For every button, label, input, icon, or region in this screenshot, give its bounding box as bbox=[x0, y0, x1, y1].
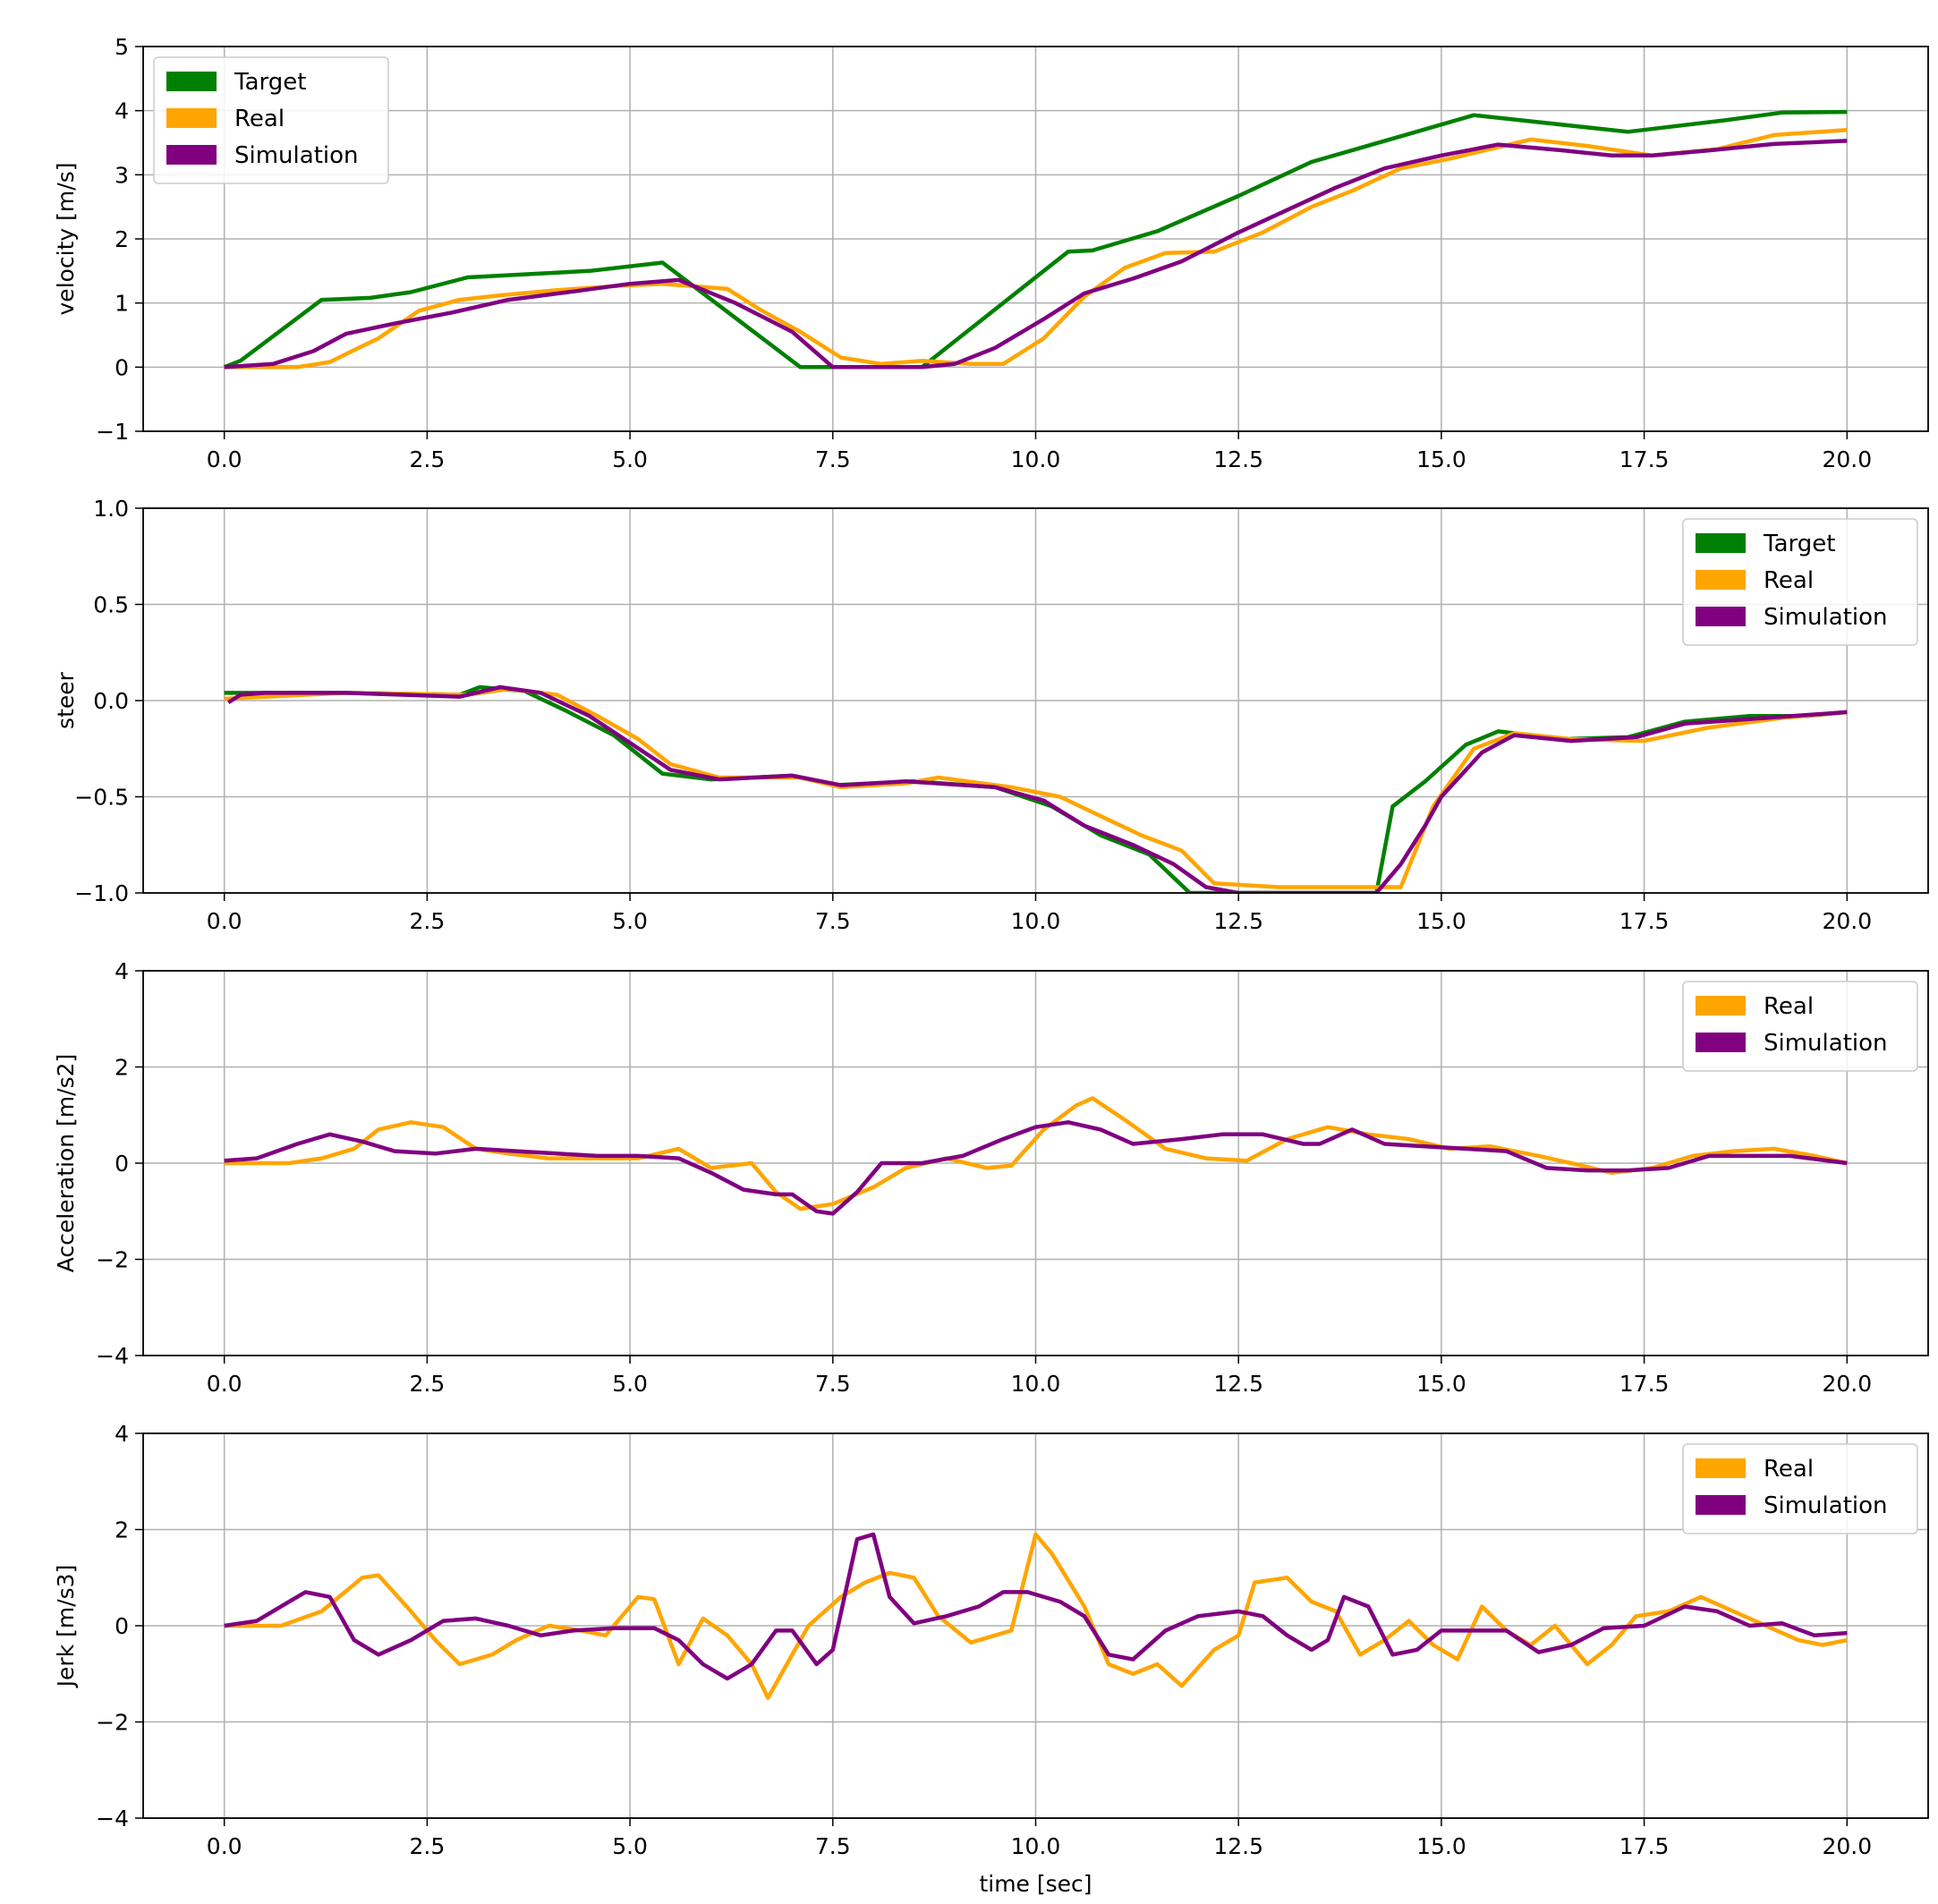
legend-swatch-real bbox=[166, 108, 217, 128]
x-tick-label: 20.0 bbox=[1822, 446, 1872, 472]
series-line-target bbox=[223, 109, 1848, 370]
legend-swatch-real bbox=[1696, 1458, 1746, 1478]
x-tick-label: 20.0 bbox=[1822, 1833, 1872, 1859]
x-tick-label: 15.0 bbox=[1416, 1833, 1466, 1859]
x-tick-label: 15.0 bbox=[1416, 1371, 1466, 1397]
y-tick-label: 0.0 bbox=[93, 688, 129, 714]
y-tick-label: 0 bbox=[115, 354, 129, 380]
legend-swatch-real bbox=[1696, 570, 1746, 590]
y-tick-label: 3 bbox=[115, 162, 129, 188]
x-tick-label: 5.0 bbox=[612, 908, 648, 934]
legend-label-real: Real bbox=[1764, 1456, 1814, 1483]
x-tick-label: 0.0 bbox=[207, 908, 242, 934]
y-tick-label: 0 bbox=[115, 1151, 129, 1177]
legend-label-real: Real bbox=[234, 106, 285, 132]
series-line-simulation bbox=[224, 139, 1848, 370]
x-tick-label: 10.0 bbox=[1011, 908, 1061, 934]
y-tick-label: −0.5 bbox=[74, 785, 129, 811]
x-axis-label: time [sec] bbox=[979, 1871, 1092, 1897]
series-line-simulation bbox=[224, 1120, 1848, 1216]
x-tick-label: 7.5 bbox=[815, 908, 851, 934]
x-tick-label: 7.5 bbox=[815, 446, 851, 472]
y-axis-label: Acceleration [m/s2] bbox=[53, 1054, 79, 1273]
legend-swatch-simulation bbox=[166, 145, 217, 165]
subplot-3: 0.0 2.5 5.0 7.5 10.0 12.5 15.0 17.5 20.0 4 2 0 −2 −4 A… bbox=[53, 958, 1929, 1397]
legend-swatch-target bbox=[166, 72, 217, 91]
legend-label-real: Real bbox=[1764, 993, 1814, 1020]
y-tick-label: 2 bbox=[115, 1055, 129, 1081]
y-tick-label: 0 bbox=[115, 1613, 129, 1639]
y-tick-label: 1 bbox=[115, 291, 129, 317]
legend-swatch-simulation bbox=[1696, 1033, 1746, 1052]
legend-label-simulation: Simulation bbox=[1764, 1030, 1888, 1057]
x-tick-label: 7.5 bbox=[815, 1833, 851, 1859]
y-axis-label: steer bbox=[53, 671, 79, 729]
x-tick-label: 17.5 bbox=[1619, 446, 1670, 472]
legend: Target Real Simulation bbox=[153, 56, 389, 184]
legend-swatch-simulation bbox=[1696, 607, 1746, 626]
y-axis-label: Jerk [m/s3] bbox=[53, 1565, 79, 1689]
y-tick-label: 4 bbox=[115, 98, 129, 124]
x-tick-label: 7.5 bbox=[815, 1371, 851, 1397]
y-tick-label: −4 bbox=[96, 1343, 129, 1369]
x-tick-label: 20.0 bbox=[1822, 908, 1872, 934]
y-tick-label: 0.5 bbox=[93, 592, 129, 618]
series-line-simulation bbox=[226, 684, 1848, 893]
y-tick-label: −2 bbox=[96, 1247, 129, 1273]
y-tick-label: −2 bbox=[96, 1710, 129, 1736]
y-tick-label: −1.0 bbox=[74, 880, 129, 906]
x-tick-label: 5.0 bbox=[612, 1371, 648, 1397]
legend-label-target: Target bbox=[1763, 531, 1835, 557]
x-tick-label: 2.5 bbox=[410, 1371, 446, 1397]
x-tick-label: 5.0 bbox=[612, 446, 648, 472]
legend: Real Simulation bbox=[1682, 981, 1918, 1072]
legend-swatch-simulation bbox=[1696, 1495, 1746, 1515]
series-line-simulation bbox=[224, 1532, 1848, 1681]
x-tick-label: 2.5 bbox=[410, 908, 446, 934]
legend-label-real: Real bbox=[1764, 567, 1814, 594]
x-tick-label: 12.5 bbox=[1213, 908, 1263, 934]
x-tick-label: 2.5 bbox=[410, 1833, 446, 1859]
series-line-real bbox=[224, 1532, 1848, 1700]
x-tick-label: 20.0 bbox=[1822, 1371, 1872, 1397]
legend-swatch-real bbox=[1696, 996, 1746, 1016]
legend: Real Simulation bbox=[1682, 1443, 1918, 1534]
x-tick-label: 2.5 bbox=[410, 446, 446, 472]
x-tick-label: 15.0 bbox=[1416, 446, 1466, 472]
y-tick-label: 2 bbox=[115, 1517, 129, 1543]
y-tick-label: 1.0 bbox=[93, 496, 129, 522]
y-axis-label: velocity [m/s] bbox=[53, 163, 79, 316]
x-tick-label: 10.0 bbox=[1011, 1371, 1061, 1397]
x-tick-label: 12.5 bbox=[1213, 1833, 1263, 1859]
x-tick-label: 5.0 bbox=[612, 1833, 648, 1859]
subplot-1: 0.0 2.5 5.0 7.5 10.0 12.5 15.0 17.5 20.0 5 4 3 2 1 0 −1… bbox=[53, 34, 1929, 472]
y-tick-label: −1 bbox=[96, 419, 129, 445]
y-tick-label: 4 bbox=[115, 958, 129, 984]
subplot-4: 0.0 2.5 5.0 7.5 10.0 12.5 15.0 17.5 20.0 4 2 0 −2 −4 J… bbox=[53, 1421, 1929, 1897]
x-tick-label: 17.5 bbox=[1619, 1833, 1670, 1859]
x-tick-label: 17.5 bbox=[1619, 908, 1670, 934]
x-tick-label: 0.0 bbox=[207, 1833, 242, 1859]
x-tick-label: 10.0 bbox=[1011, 1833, 1061, 1859]
y-tick-label: 5 bbox=[115, 34, 129, 60]
x-tick-label: 0.0 bbox=[207, 446, 242, 472]
x-tick-label: 10.0 bbox=[1011, 446, 1061, 472]
x-tick-label: 12.5 bbox=[1213, 1371, 1263, 1397]
legend-label-simulation: Simulation bbox=[1764, 1492, 1888, 1519]
x-tick-label: 15.0 bbox=[1416, 908, 1466, 934]
y-tick-label: −4 bbox=[96, 1806, 129, 1832]
subplot-2: 0.0 2.5 5.0 7.5 10.0 12.5 15.0 17.5 20.0 1.0 0.5 0.… bbox=[53, 496, 1929, 934]
x-tick-label: 0.0 bbox=[207, 1371, 242, 1397]
legend-swatch-target bbox=[1696, 533, 1746, 553]
y-tick-label: 4 bbox=[115, 1421, 129, 1447]
x-tick-label: 17.5 bbox=[1619, 1371, 1670, 1397]
legend-label-target: Target bbox=[234, 69, 306, 96]
x-tick-label: 12.5 bbox=[1213, 446, 1263, 472]
legend: Target Real Simulation bbox=[1682, 518, 1918, 646]
legend-label-simulation: Simulation bbox=[1764, 604, 1888, 631]
y-tick-label: 2 bbox=[115, 226, 129, 252]
legend-label-simulation: Simulation bbox=[234, 142, 359, 169]
